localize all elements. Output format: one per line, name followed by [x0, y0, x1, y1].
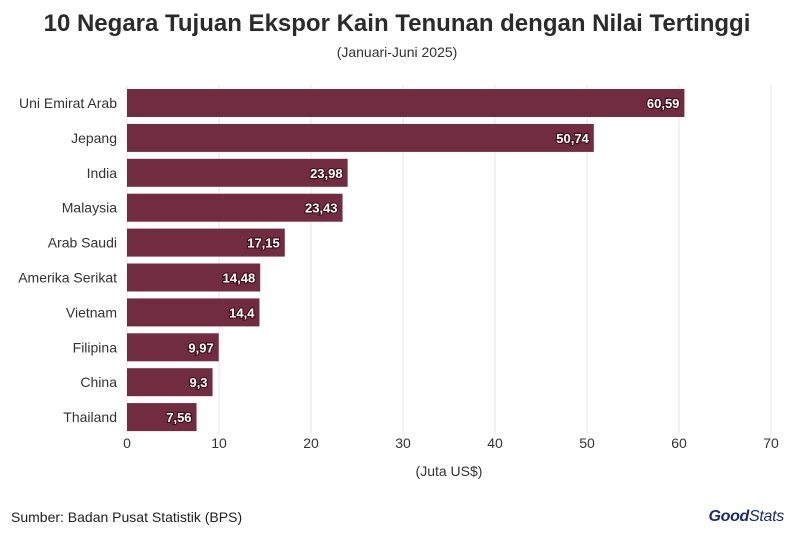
chart-subtitle: (Januari-Juni 2025) — [336, 44, 458, 60]
x-tick-label: 10 — [211, 435, 227, 451]
goodstats-logo: GoodStats — [708, 508, 784, 526]
value-label: 17,15 — [247, 236, 280, 251]
bar — [127, 368, 213, 397]
bar — [127, 333, 219, 362]
category-label: China — [80, 374, 117, 390]
bar — [127, 123, 594, 152]
x-tick-label: 0 — [123, 435, 131, 451]
bar — [127, 263, 261, 292]
category-label: Vietnam — [66, 304, 117, 320]
bar — [127, 158, 348, 187]
value-label: 14,4 — [229, 305, 255, 320]
logo-text-good: Good — [708, 508, 750, 525]
x-tick-label: 20 — [303, 435, 319, 451]
value-label: 23,43 — [305, 201, 338, 216]
category-label: Thailand — [63, 409, 117, 425]
value-label: 7,56 — [166, 410, 191, 425]
value-label: 23,98 — [310, 166, 343, 181]
category-label: Arab Saudi — [48, 235, 117, 251]
bar — [127, 228, 285, 257]
x-axis-label: (Juta US$) — [416, 463, 483, 479]
bar — [127, 403, 197, 432]
bar — [127, 89, 685, 117]
category-label: Uni Emirat Arab — [19, 95, 117, 111]
chart-title: 10 Negara Tujuan Ekspor Kain Tenunan den… — [43, 10, 751, 37]
x-tick-label: 40 — [487, 435, 503, 451]
x-tick-label: 70 — [763, 435, 779, 451]
value-label: 60,59 — [647, 96, 680, 111]
value-label: 14,48 — [223, 271, 256, 286]
value-label: 50,74 — [556, 131, 589, 146]
x-tick-label: 30 — [395, 435, 411, 451]
category-label: Jepang — [71, 130, 117, 146]
bar — [127, 193, 343, 222]
x-tick-label: 60 — [671, 435, 687, 451]
bar — [127, 298, 260, 327]
value-label: 9,3 — [189, 375, 207, 390]
category-label: Amerika Serikat — [18, 270, 117, 286]
category-label: India — [87, 165, 118, 181]
logo-text-stats: Stats — [749, 508, 784, 525]
source-note: Sumber: Badan Pusat Statistik (BPS) — [11, 509, 243, 525]
category-label: Filipina — [73, 339, 118, 355]
category-label: Malaysia — [62, 200, 117, 216]
x-tick-label: 50 — [579, 435, 595, 451]
value-label: 9,97 — [188, 340, 213, 355]
